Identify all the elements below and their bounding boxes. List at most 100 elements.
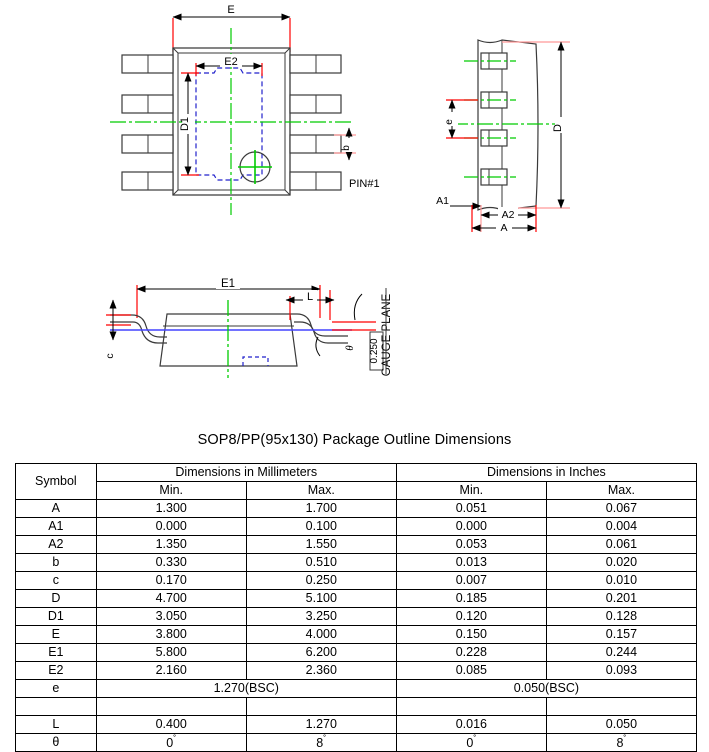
dimension-c: c [104,299,131,361]
cell-symbol: D [15,589,97,608]
header-in-min: Min. [395,481,547,500]
cell-mm-max: 3.250 [245,607,397,626]
dimension-E2: E2 [195,54,263,76]
cell-mm-max: 1.270 [245,715,397,734]
top-view: E [110,2,380,215]
cell-mm-min: 5.800 [95,643,247,662]
cell-in-max: 0.010 [545,571,698,590]
label-gauge-value: 0.250 [369,338,380,363]
cell-mm-min: 0.400 [95,715,247,734]
cell-in-max: 0.244 [545,643,698,662]
cell-in-bsc: 0.050(BSC) [395,679,698,698]
leads-left [121,54,174,191]
thermal-pad-outline [195,67,263,181]
table-row: E 3.800 4.000 0.150 0.157 [15,625,698,644]
cell-mm-min [95,697,247,716]
lead [289,94,342,114]
lead [289,134,342,154]
table-row: D1 3.050 3.250 0.120 0.128 [15,607,698,626]
cell-mm-min: 4.700 [95,589,247,608]
degree-symbol: ˚ [323,734,327,745]
cell-mm-bsc: 1.270(BSC) [95,679,397,698]
dimension-E: E [172,2,291,52]
table-row-e: e 1.270(BSC) 0.050(BSC) [15,679,698,698]
lead [289,54,342,74]
cell-symbol: A [15,499,97,518]
cell-mm-max: 8˚ [245,733,397,752]
lead [121,171,174,191]
cell-in-min: 0.051 [395,499,547,518]
cell-in-max: 8˚ [545,733,698,752]
cell-in-max: 0.201 [545,589,698,608]
gauge-dimension-box: 0.250 [369,331,384,371]
label-theta: θ [344,345,356,351]
cell-mm-min: 0˚ [95,733,247,752]
front-view: E1 c [104,275,393,378]
cell-mm-min: 1.300 [95,499,247,518]
cell-in-min: 0.150 [395,625,547,644]
table-header-row-1: Symbol Dimensions in Millimeters Dimensi… [15,463,698,500]
label-gauge-plane: GAUGE PLANE [381,293,393,376]
header-mm-max: Max. [245,481,397,500]
cell-mm-min: 0.330 [95,553,247,572]
cell-mm-max: 0.250 [245,571,397,590]
dimension-A: A [471,205,537,234]
cell-in-min [395,697,547,716]
cell-symbol: E1 [15,643,97,662]
cell-mm-max: 0.100 [245,517,397,536]
cell-symbol [15,697,97,716]
cell-in-min: 0.016 [395,715,547,734]
dimension-theta: θ [304,293,376,357]
cell-in-max [545,697,698,716]
label-E1: E1 [221,278,235,290]
cell-in-max: 0.128 [545,607,698,626]
degree-symbol: ˚ [473,734,477,745]
cell-mm-max: 5.100 [245,589,397,608]
cell-symbol: D1 [15,607,97,626]
cell-symbol: E [15,625,97,644]
cell-in-min: 0.007 [395,571,547,590]
cell-mm-min: 2.160 [95,661,247,680]
label-e: e [444,119,455,125]
cell-in-max: 0.067 [545,499,698,518]
cell-mm-max: 4.000 [245,625,397,644]
leads-right [289,54,342,191]
cell-in-min: 0˚ [395,733,547,752]
lead [121,134,174,154]
header-millimeters: Dimensions in Millimeters [95,463,397,482]
table-row: b 0.330 0.510 0.013 0.020 [15,553,698,572]
lead [121,94,174,114]
table-row: A2 1.350 1.550 0.053 0.061 [15,535,698,554]
label-E2: E2 [224,56,237,68]
table-row: L 0.400 1.270 0.016 0.050 [15,715,698,734]
dimension-b: b [334,127,356,161]
cell-mm-max: 2.360 [245,661,397,680]
table-row: D 4.700 5.100 0.185 0.201 [15,589,698,608]
label-pin1: PIN#1 [349,178,380,190]
label-A1: A1 [436,195,449,207]
package-outline-drawings: E [104,2,570,378]
dimension-D1: D1 [179,72,199,176]
degree-symbol: ˚ [173,734,177,745]
cell-symbol: θ [15,733,97,752]
table-row: c 0.170 0.250 0.007 0.010 [15,571,698,590]
dimension-A1: A1 [436,195,482,210]
cell-in-max: 0.050 [545,715,698,734]
cell-mm-min: 3.050 [95,607,247,626]
side-view: e D A1 A2 A [436,39,570,234]
label-L: L [307,291,313,303]
cell-mm-max: 6.200 [245,643,397,662]
cell-symbol: A1 [15,517,97,536]
dimension-E1: E1 [136,275,321,318]
cell-symbol: E2 [15,661,97,680]
cell-mm-min: 0.000 [95,517,247,536]
cell-in-max: 0.020 [545,553,698,572]
label-E: E [227,4,234,16]
cell-mm-min: 3.800 [95,625,247,644]
dimensions-table: Symbol Dimensions in Millimeters Dimensi… [15,463,698,752]
dimensions-table-body: A 1.300 1.700 0.051 0.067 A1 0.000 0.100 0.000 0.… [15,499,698,752]
cell-in-min: 0.228 [395,643,547,662]
cell-mm-max [245,697,397,716]
label-c: c [104,353,116,358]
cell-mm-min: 0.170 [95,571,247,590]
